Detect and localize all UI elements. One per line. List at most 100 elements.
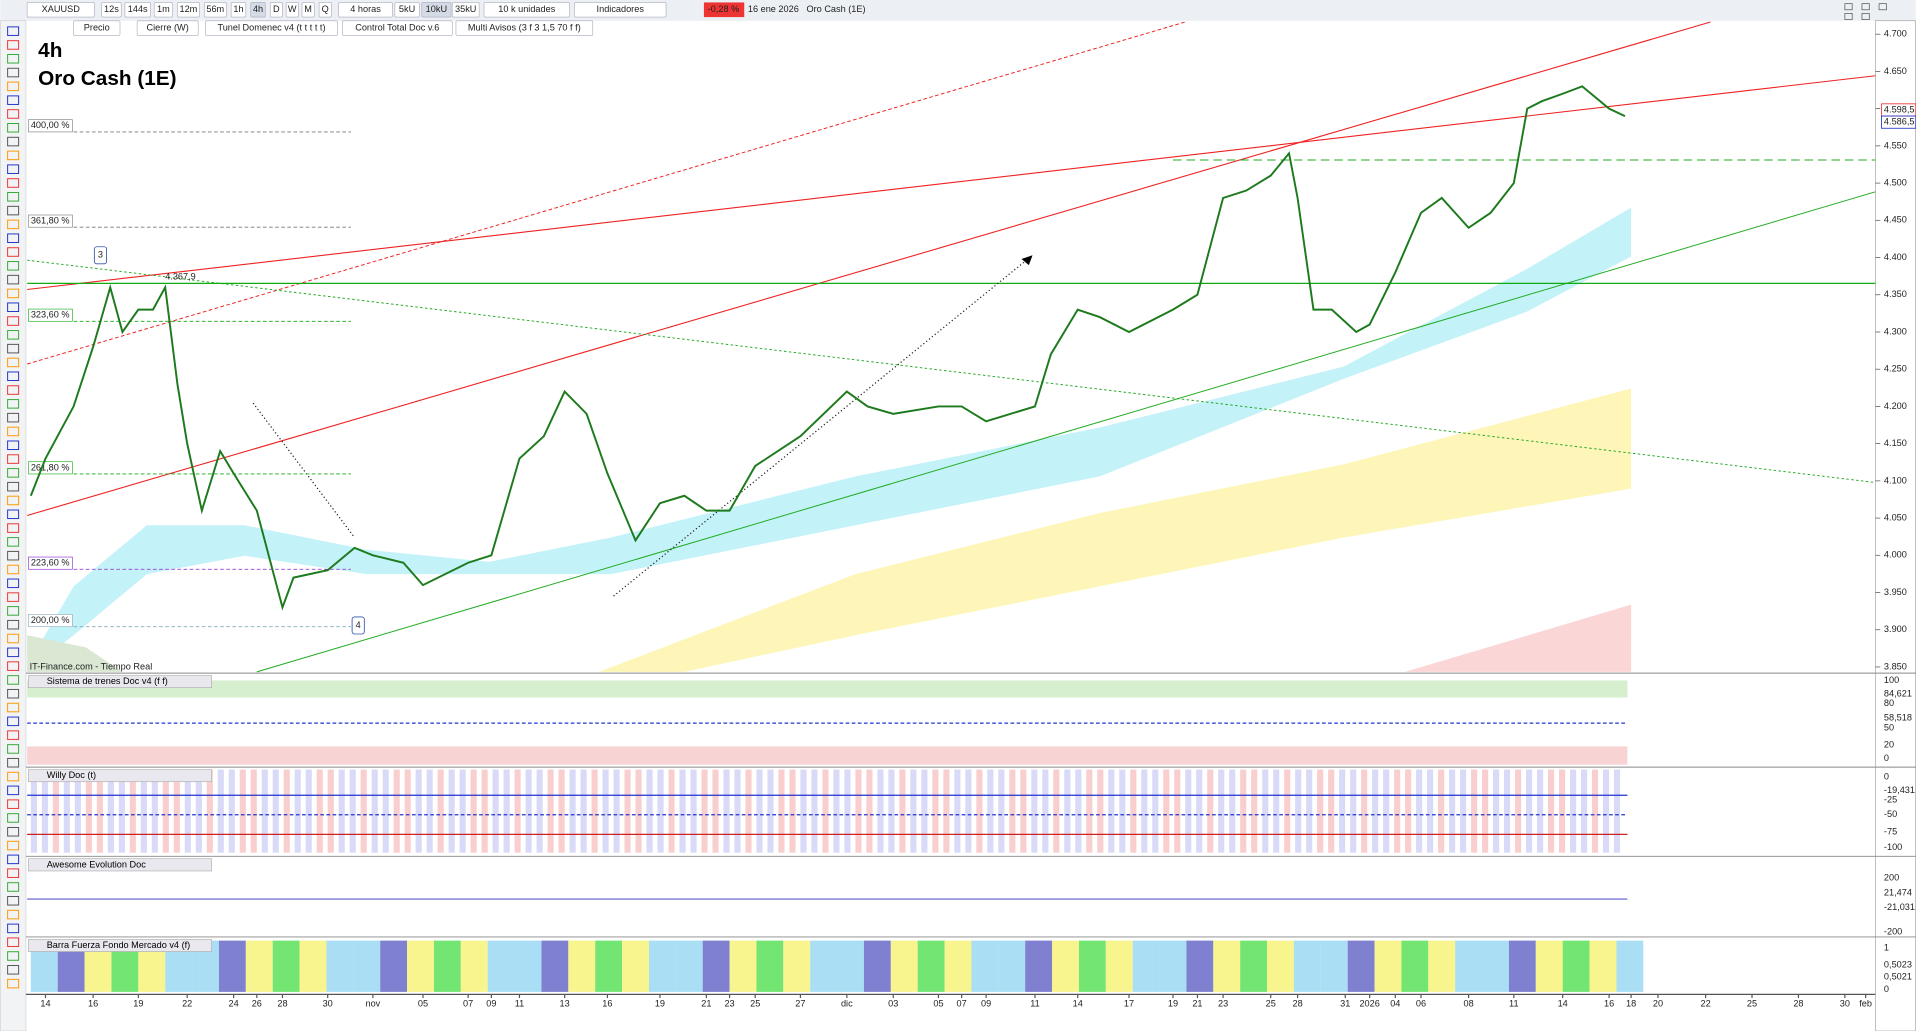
tool-icon[interactable]: [7, 799, 20, 809]
tool-icon[interactable]: [7, 730, 20, 740]
tool-icon[interactable]: [7, 164, 20, 174]
tool-icon[interactable]: [7, 896, 20, 906]
overlay-toggle[interactable]: [73, 20, 121, 36]
overlay-toggle-label[interactable]: Multi Avisos (3 f 3 1,5 70 f f): [468, 23, 581, 33]
interval-button[interactable]: [250, 2, 266, 18]
interval-button-label[interactable]: 1h: [233, 4, 243, 14]
interval-button[interactable]: [177, 2, 200, 18]
overlay-toggle[interactable]: [455, 20, 594, 36]
window-button[interactable]: [1861, 3, 1870, 11]
interval-button-label[interactable]: 1m: [157, 4, 170, 14]
overlay-toggle-label[interactable]: Cierre (W): [147, 23, 189, 33]
tool-icon[interactable]: [7, 481, 20, 492]
unit-button-label[interactable]: 10kU: [426, 4, 447, 14]
interval-button[interactable]: [124, 2, 151, 18]
tool-icon[interactable]: [7, 219, 20, 230]
tool-icon[interactable]: [7, 592, 20, 602]
tool-icon[interactable]: [7, 550, 20, 561]
overlay-toggle[interactable]: [342, 20, 453, 36]
unit-button-label[interactable]: 35kU: [455, 4, 476, 14]
tool-icon[interactable]: [7, 937, 20, 947]
tool-icon[interactable]: [7, 371, 20, 382]
tool-icon[interactable]: [7, 716, 20, 727]
tool-icon[interactable]: [7, 440, 20, 451]
interval-button-label[interactable]: Q: [322, 4, 329, 14]
tool-icon[interactable]: [7, 826, 20, 837]
window-button[interactable]: [1878, 3, 1887, 11]
symbol-select-label[interactable]: XAUUSD: [42, 4, 81, 14]
tool-icon[interactable]: [7, 330, 20, 340]
tool-icon[interactable]: [7, 399, 20, 409]
tool-icon[interactable]: [7, 178, 20, 188]
tool-icon[interactable]: [7, 412, 20, 423]
interval-button[interactable]: [101, 2, 122, 18]
tool-icon[interactable]: [7, 385, 20, 395]
tool-icon[interactable]: [7, 675, 20, 685]
tool-icon[interactable]: [7, 619, 20, 630]
tool-icon[interactable]: [7, 688, 20, 699]
tool-icon[interactable]: [7, 426, 20, 437]
tool-icon[interactable]: [7, 40, 20, 50]
window-button[interactable]: [1861, 13, 1870, 20]
interval-button-label[interactable]: 12m: [180, 4, 198, 14]
tool-icon[interactable]: [7, 233, 20, 243]
period-select-label[interactable]: 4 horas: [350, 4, 381, 14]
tool-icon[interactable]: [7, 205, 20, 216]
interval-button[interactable]: [230, 2, 247, 18]
tool-icon[interactable]: [7, 785, 20, 796]
overlay-toggle-label[interactable]: Precio: [84, 23, 110, 33]
period-select[interactable]: [338, 2, 393, 18]
window-button[interactable]: [1844, 13, 1853, 20]
tool-icon[interactable]: [7, 509, 20, 520]
unit-button[interactable]: [451, 2, 480, 18]
symbol-select[interactable]: [26, 2, 95, 18]
tool-icon[interactable]: [7, 454, 20, 464]
interval-button-label[interactable]: D: [273, 4, 280, 14]
tool-icon[interactable]: [7, 564, 20, 575]
tool-icon[interactable]: [7, 343, 20, 354]
tool-icon[interactable]: [7, 192, 20, 202]
tool-icon[interactable]: [7, 123, 20, 133]
tool-icon[interactable]: [7, 261, 20, 271]
interval-button-label[interactable]: 12s: [104, 4, 119, 14]
tool-icon[interactable]: [7, 26, 20, 36]
tool-icon[interactable]: [7, 316, 20, 326]
interval-button-label[interactable]: W: [288, 4, 297, 14]
tool-icon[interactable]: [7, 840, 20, 851]
tool-icon[interactable]: [7, 578, 20, 589]
tool-icon[interactable]: [7, 274, 20, 285]
interval-button-label[interactable]: M: [304, 4, 312, 14]
unit-button[interactable]: [421, 2, 452, 18]
unit-select-label[interactable]: 10 k unidades: [498, 4, 555, 14]
tool-icon[interactable]: [7, 661, 20, 671]
tool-icon[interactable]: [7, 302, 20, 312]
indicators-button[interactable]: [574, 2, 667, 18]
tool-icon[interactable]: [7, 923, 20, 934]
tool-icon[interactable]: [7, 537, 20, 547]
tool-icon[interactable]: [7, 495, 20, 506]
tool-icon[interactable]: [7, 67, 20, 78]
unit-button[interactable]: [394, 2, 420, 18]
tool-icon[interactable]: [7, 150, 20, 161]
tool-icon[interactable]: [7, 95, 20, 105]
interval-button[interactable]: [153, 2, 173, 18]
indicators-button-label[interactable]: Indicadores: [597, 4, 645, 14]
tool-icon[interactable]: [7, 702, 20, 713]
tool-icon[interactable]: [7, 868, 20, 878]
tool-icon[interactable]: [7, 606, 20, 616]
unit-select[interactable]: [483, 2, 570, 18]
overlay-toggle-label[interactable]: Control Total Doc v.6: [355, 23, 439, 33]
tool-icon[interactable]: [7, 633, 20, 644]
tool-icon[interactable]: [7, 909, 20, 920]
tool-icon[interactable]: [7, 978, 20, 989]
tool-icon[interactable]: [7, 468, 20, 478]
tool-icon[interactable]: [7, 965, 20, 975]
interval-button[interactable]: [203, 2, 227, 18]
tool-icon[interactable]: [7, 771, 20, 782]
overlay-toggle[interactable]: [136, 20, 199, 36]
overlay-toggle-label[interactable]: Tunel Domenec v4 (t t t t t): [217, 23, 325, 33]
tool-icon[interactable]: [7, 744, 20, 754]
interval-button-label[interactable]: 56m: [206, 4, 224, 14]
tool-icon[interactable]: [7, 357, 20, 368]
tool-icon[interactable]: [7, 288, 20, 299]
